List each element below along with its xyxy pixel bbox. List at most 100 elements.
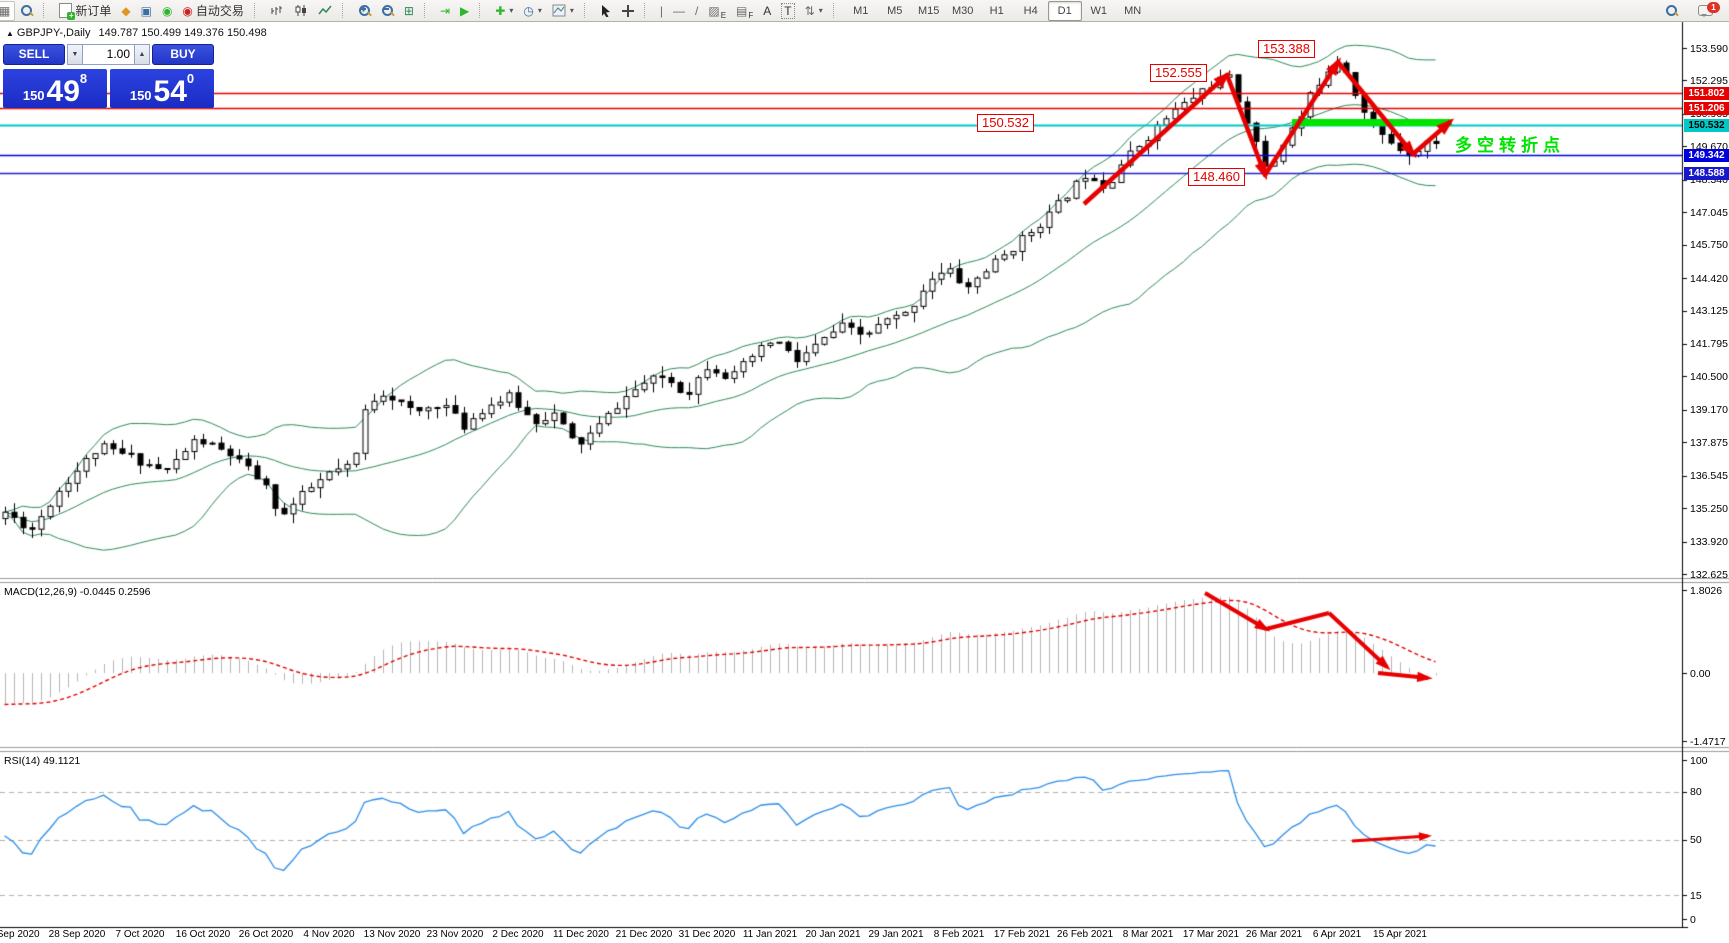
text-tool-icon[interactable]: A	[763, 3, 772, 18]
fibonacci-icon[interactable]: ▤ F	[736, 3, 754, 20]
charts-window-icon[interactable]: ▦	[0, 0, 16, 21]
cursor-icon[interactable]	[595, 1, 617, 21]
vertical-line-icon[interactable]: |	[659, 3, 663, 18]
date-axis-label: 8 Mar 2021	[1122, 929, 1174, 940]
line-chart-icon[interactable]	[313, 1, 337, 21]
autotrading-icon: ◉	[182, 3, 193, 18]
sell-button[interactable]: SELL	[3, 44, 65, 65]
price-level-badge: 148.588	[1684, 167, 1729, 180]
horizontal-line-icon[interactable]: —	[673, 3, 685, 18]
rsi-axis-tick: 15	[1690, 889, 1702, 902]
date-axis-label: 4 Nov 2020	[303, 929, 355, 940]
timeframe-h4[interactable]: H4	[1023, 4, 1038, 17]
direction-up-icon: ▲	[6, 29, 14, 38]
data-window-icon[interactable]	[15, 1, 38, 21]
periods-button[interactable]: ◷ ▾	[523, 3, 542, 18]
timeframe-mn[interactable]: MN	[1124, 4, 1142, 17]
chart-shift-icon[interactable]: ⇥	[439, 3, 451, 18]
price-axis-tick: 144.420	[1690, 272, 1728, 285]
rsi-indicator-label: RSI(14) 49.1121	[4, 755, 81, 767]
date-axis-label: 8 Sep 2020	[0, 929, 40, 940]
chart-title: ▲ GBPJPY-,Daily 149.787 150.499 149.376 15…	[6, 27, 267, 39]
date-axis-label: 2 Dec 2020	[492, 929, 544, 940]
turning-point-annotation[interactable]: 多空转折点	[1455, 136, 1565, 155]
bar-chart-icon[interactable]	[265, 1, 289, 21]
date-axis-label: 23 Nov 2020	[426, 929, 484, 940]
shapes-icon[interactable]: ⇅ ▾	[804, 3, 823, 18]
buy-price-box[interactable]: 150 54 0	[110, 69, 214, 108]
toolbar-separator	[832, 3, 839, 18]
timeframe-d1[interactable]: D1	[1047, 0, 1082, 21]
date-axis-label: 13 Nov 2020	[363, 929, 421, 940]
date-axis-label: 15 Apr 2021	[1373, 929, 1427, 940]
add-indicator-button[interactable]: ✚ ▾	[495, 3, 514, 18]
macd-axis-tick: -1.4717	[1690, 735, 1726, 748]
date-axis-label: 11 Dec 2020	[553, 929, 609, 940]
signals-icon[interactable]: ◉	[161, 3, 173, 18]
sell-price-box[interactable]: 150 49 8	[3, 69, 107, 108]
timeframe-m30[interactable]: M30	[952, 4, 974, 17]
price-axis-tick: 141.795	[1690, 338, 1728, 351]
date-axis-label: 26 Mar 2021	[1245, 929, 1303, 940]
price-flag-label[interactable]: 150.532	[977, 114, 1034, 132]
notification-badge: 1	[1707, 1, 1720, 13]
timeframe-m5[interactable]: M5	[887, 4, 903, 17]
new-order-icon: +	[59, 3, 76, 20]
date-axis-label: 20 Jan 2021	[805, 929, 861, 940]
toolbar-separator	[341, 3, 348, 18]
macd-indicator-label: MACD(12,26,9) -0.0445 0.2596	[4, 586, 151, 598]
price-level-badge: 151.802	[1684, 87, 1729, 100]
indicators-icon[interactable]: ◆	[121, 3, 131, 18]
toolbar: ▦ + 新订单 ◆ ▣ ◉ ◉ 自动交易 ⊞ ⇥ ▶ ✚ ▾ ◷ ▾ ▾	[0, 0, 1729, 22]
search-icon[interactable]	[1660, 1, 1683, 21]
price-flag-label[interactable]: 152.555	[1150, 64, 1207, 82]
price-flag-label[interactable]: 148.460	[1188, 168, 1245, 186]
zoom-out-icon[interactable]	[376, 1, 399, 21]
templates-button[interactable]: ▾	[547, 1, 579, 21]
notifications-icon[interactable]: 1	[1693, 1, 1720, 21]
buy-button[interactable]: BUY	[152, 44, 214, 65]
volume-down-button[interactable]: ▼	[67, 44, 83, 65]
label-tool-icon[interactable]: T	[776, 1, 799, 21]
rsi-axis-tick: 100	[1690, 754, 1708, 767]
toolbar-separator	[643, 3, 650, 18]
autotrading-button[interactable]: ◉ 自动交易	[182, 3, 244, 18]
channel-icon[interactable]: ▨ E	[708, 3, 727, 20]
toolbar-separator	[479, 3, 485, 18]
timeframe-w1[interactable]: W1	[1090, 4, 1107, 17]
auto-scroll-icon[interactable]: ▶	[460, 3, 470, 18]
price-level-badge: 151.206	[1684, 102, 1729, 115]
rsi-axis-tick: 0	[1690, 913, 1696, 926]
volume-up-button[interactable]: ▲	[134, 44, 150, 65]
volume-input[interactable]: 1.00	[83, 44, 134, 65]
timeframe-m15[interactable]: M15	[918, 4, 940, 17]
ohlc-values: 149.787 150.499 149.376 150.498	[98, 27, 267, 39]
toolbar-separator	[583, 3, 590, 18]
candlestick-chart-icon[interactable]	[289, 1, 313, 21]
price-level-badge: 149.342	[1684, 149, 1729, 162]
price-axis-tick: 135.250	[1690, 502, 1728, 515]
price-axis-tick: 137.875	[1690, 436, 1728, 449]
new-order-button[interactable]: + 新订单	[54, 1, 116, 21]
date-axis-label: 26 Feb 2021	[1056, 929, 1114, 940]
price-axis-tick: 140.500	[1690, 370, 1728, 383]
price-axis-tick: 136.545	[1690, 470, 1728, 483]
date-axis-label: 17 Feb 2021	[993, 929, 1051, 940]
toolbar-separator	[43, 3, 49, 18]
price-level-badge: 150.532	[1684, 119, 1729, 132]
crosshair-icon[interactable]	[617, 1, 639, 21]
price-flag-label[interactable]: 153.388	[1258, 40, 1315, 58]
price-axis-tick: 132.625	[1690, 568, 1728, 581]
timeframe-group: M1 M5 M15 M30 H1 H4 D1 W1 MN	[841, 0, 1153, 21]
toolbar-separator	[423, 3, 430, 18]
date-axis-label: 11 Jan 2021	[742, 929, 798, 940]
market-watch-icon[interactable]: ▣	[140, 3, 152, 18]
tile-windows-icon[interactable]: ⊞	[403, 3, 414, 18]
macd-axis-tick: 1.8026	[1690, 584, 1723, 597]
timeframe-m1[interactable]: M1	[853, 4, 869, 17]
timeframe-h1[interactable]: H1	[989, 4, 1004, 17]
zoom-in-icon[interactable]	[353, 1, 376, 21]
trendline-icon[interactable]: /	[695, 3, 699, 18]
